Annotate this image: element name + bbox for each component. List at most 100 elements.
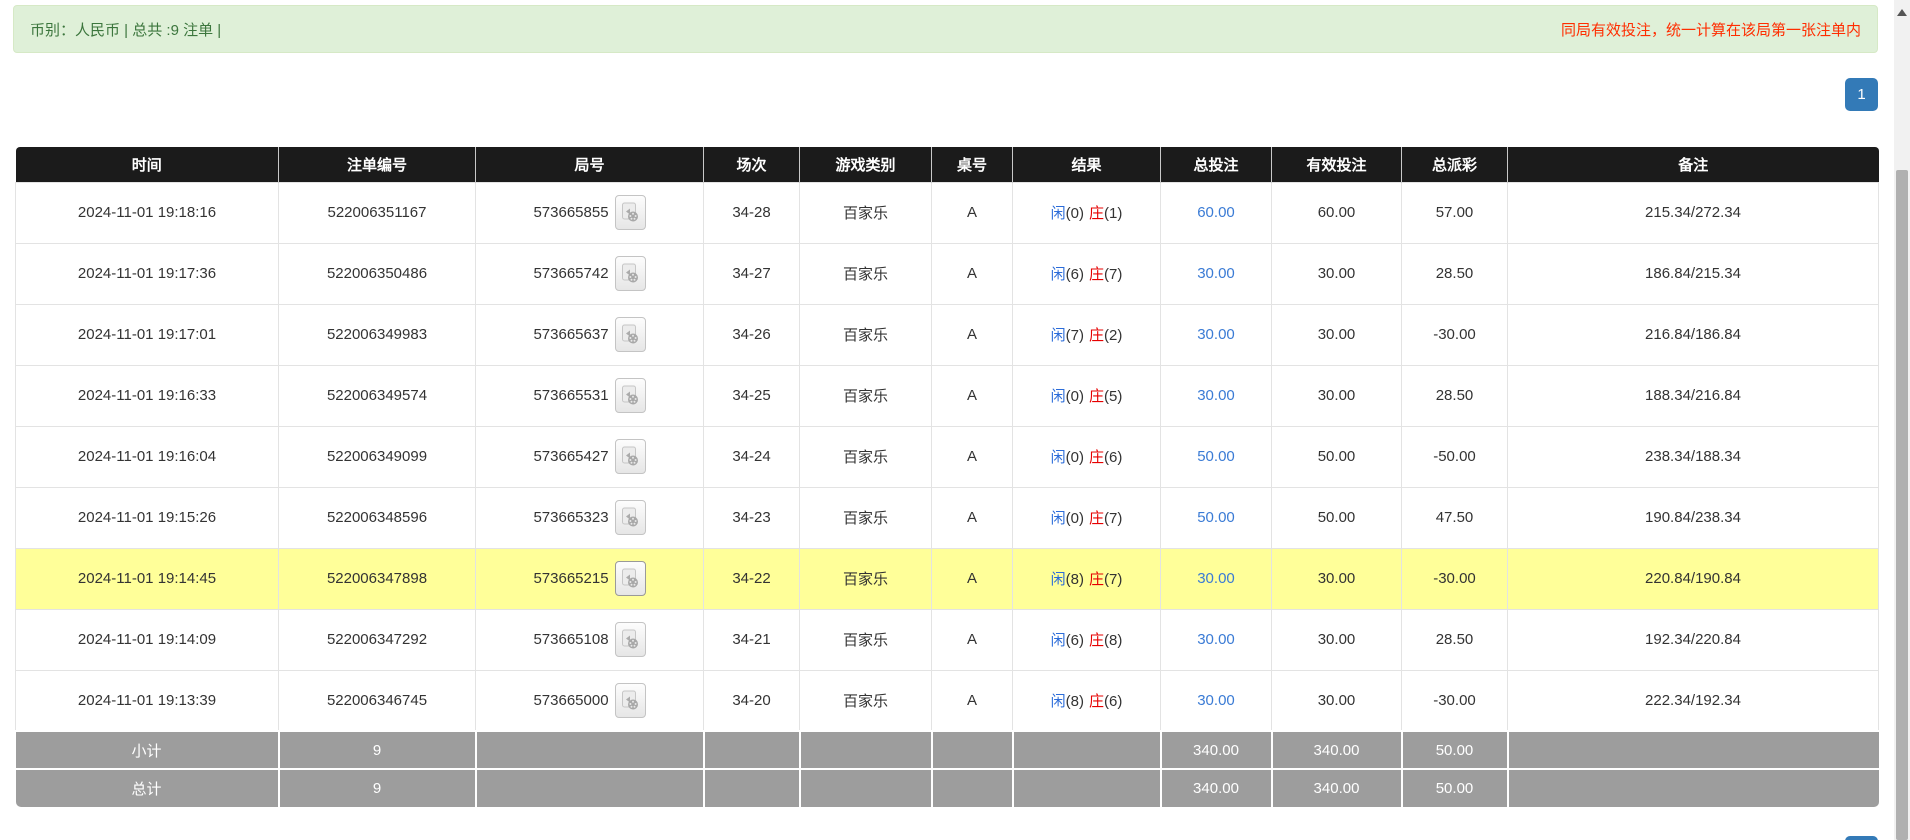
round-id: 573665000 <box>533 691 609 709</box>
table-row: 2024-11-01 19:14:09 522006347292 5736651… <box>15 608 1879 671</box>
table-row: 2024-11-01 19:14:45 522006347898 5736652… <box>15 547 1879 610</box>
subtotal-row: 小计 9 340.00 340.00 50.00 <box>15 730 1879 769</box>
film-reel-icon <box>622 385 639 405</box>
result-banker-label: 庄 <box>1089 571 1105 588</box>
bet-id-cell: 522006347292 <box>278 608 476 671</box>
total-bet-link[interactable]: 30.00 <box>1197 326 1235 343</box>
result-banker-label: 庄 <box>1089 266 1105 283</box>
session-cell: 34-23 <box>703 486 800 549</box>
payout-cell: -50.00 <box>1401 425 1508 488</box>
result-player-count: (0) <box>1065 388 1084 405</box>
remark-cell: 186.84/215.34 <box>1507 242 1879 305</box>
round-cell: 573665215 <box>475 547 704 610</box>
header-row: 时间 注单编号 局号 场次 游戏类别 桌号 结果 总投注 有效投注 总派彩 备注 <box>15 147 1879 182</box>
game-type-cell: 百家乐 <box>799 486 932 549</box>
result-player-count: (6) <box>1065 266 1084 283</box>
result-player-count: (0) <box>1065 510 1084 527</box>
header-payout: 总派彩 <box>1401 147 1508 182</box>
total-bet-link[interactable]: 30.00 <box>1197 631 1235 648</box>
time-cell: 2024-11-01 19:16:33 <box>15 364 279 427</box>
game-type-cell: 百家乐 <box>799 181 932 244</box>
table-no-cell: A <box>931 547 1013 610</box>
result-banker-label: 庄 <box>1089 449 1105 466</box>
result-banker-label: 庄 <box>1089 692 1105 710</box>
payout-cell: -30.00 <box>1401 547 1508 610</box>
round-id: 573665427 <box>533 448 609 465</box>
result-banker-count: (2) <box>1104 327 1123 344</box>
table-no-cell: A <box>931 181 1013 244</box>
game-type-cell: 百家乐 <box>799 608 932 671</box>
video-replay-button[interactable] <box>614 561 646 596</box>
total-bet-link[interactable]: 30.00 <box>1197 387 1235 404</box>
total-bet-cell: 60.00 <box>1160 181 1272 244</box>
result-player-label: 闲 <box>1050 327 1066 344</box>
scrollbar-thumb[interactable] <box>1896 170 1908 840</box>
result-cell: 闲(6) 庄(7) <box>1012 242 1161 305</box>
payout-cell: 28.50 <box>1401 364 1508 427</box>
result-player-count: (0) <box>1065 449 1084 466</box>
result-cell: 闲(6) 庄(8) <box>1012 608 1161 671</box>
result-player-label: 闲 <box>1050 632 1066 649</box>
round-id: 573665531 <box>533 387 609 404</box>
film-reel-icon <box>622 202 639 222</box>
film-reel-icon <box>622 568 639 588</box>
video-replay-button[interactable] <box>614 622 646 657</box>
scroll-up-icon[interactable] <box>1897 9 1907 16</box>
payout-cell: -30.00 <box>1401 669 1508 732</box>
notice-text: 同局有效投注，统一计算在该局第一张注单内 <box>1560 21 1861 39</box>
bet-id-cell: 522006347898 <box>278 547 476 610</box>
video-replay-button[interactable] <box>614 317 646 352</box>
total-bet-link[interactable]: 30.00 <box>1197 570 1235 587</box>
table-no-cell: A <box>931 242 1013 305</box>
total-bet-link[interactable]: 50.00 <box>1197 448 1235 465</box>
valid-bet-cell: 30.00 <box>1271 669 1402 732</box>
video-replay-button[interactable] <box>614 500 646 535</box>
total-bet-link[interactable]: 30.00 <box>1197 691 1235 709</box>
round-id: 573665108 <box>533 631 609 648</box>
video-replay-button[interactable] <box>614 256 646 291</box>
total-bet-link[interactable]: 60.00 <box>1197 204 1235 221</box>
video-replay-button[interactable] <box>614 195 646 230</box>
summary-bar: 币别：人民币 | 总共 :9 注单 | 同局有效投注，统一计算在该局第一张注单内 <box>13 5 1878 53</box>
result-player-label: 闲 <box>1050 692 1066 710</box>
result-banker-count: (6) <box>1104 692 1123 710</box>
result-player-label: 闲 <box>1050 510 1066 527</box>
result-banker-label: 庄 <box>1089 632 1105 649</box>
result-banker-count: (8) <box>1104 632 1123 649</box>
valid-bet-cell: 50.00 <box>1271 425 1402 488</box>
table-row: 2024-11-01 19:16:04 522006349099 5736654… <box>15 425 1879 488</box>
table-no-cell: A <box>931 608 1013 671</box>
round-id: 573665323 <box>533 509 609 526</box>
result-cell: 闲(7) 庄(2) <box>1012 303 1161 366</box>
time-cell: 2024-11-01 19:18:16 <box>15 181 279 244</box>
remark-cell: 222.34/192.34 <box>1507 669 1879 732</box>
bet-id-cell: 522006349099 <box>278 425 476 488</box>
total-bet-cell: 50.00 <box>1160 425 1272 488</box>
bet-id-cell: 522006350486 <box>278 242 476 305</box>
page-1-button[interactable]: 1 <box>1845 78 1878 111</box>
valid-bet-cell: 30.00 <box>1271 608 1402 671</box>
total-bet-link[interactable]: 50.00 <box>1197 509 1235 526</box>
table-row: 2024-11-01 19:18:16 522006351167 5736658… <box>15 181 1879 244</box>
video-replay-button[interactable] <box>614 439 646 474</box>
session-cell: 34-22 <box>703 547 800 610</box>
result-banker-count: (5) <box>1104 388 1123 405</box>
result-banker-label: 庄 <box>1089 388 1105 405</box>
total-total-bet: 340.00 <box>1160 768 1273 807</box>
total-bet-cell: 30.00 <box>1160 303 1272 366</box>
total-bet-cell: 30.00 <box>1160 608 1272 671</box>
vertical-scrollbar[interactable] <box>1894 0 1910 840</box>
table-no-cell: A <box>931 425 1013 488</box>
page-1-button-bottom[interactable]: 1 <box>1845 836 1878 840</box>
valid-bet-cell: 30.00 <box>1271 547 1402 610</box>
total-bet-cell: 30.00 <box>1160 669 1272 732</box>
bet-records-table: 时间 注单编号 局号 场次 游戏类别 桌号 结果 总投注 有效投注 总派彩 备注… <box>15 147 1879 807</box>
round-id: 573665742 <box>533 265 609 282</box>
video-replay-button[interactable] <box>614 682 646 718</box>
result-player-label: 闲 <box>1050 571 1066 588</box>
round-cell: 573665637 <box>475 303 704 366</box>
video-replay-button[interactable] <box>614 378 646 413</box>
table-row: 2024-11-01 19:15:26 522006348596 5736653… <box>15 486 1879 549</box>
session-cell: 34-24 <box>703 425 800 488</box>
total-bet-link[interactable]: 30.00 <box>1197 265 1235 282</box>
